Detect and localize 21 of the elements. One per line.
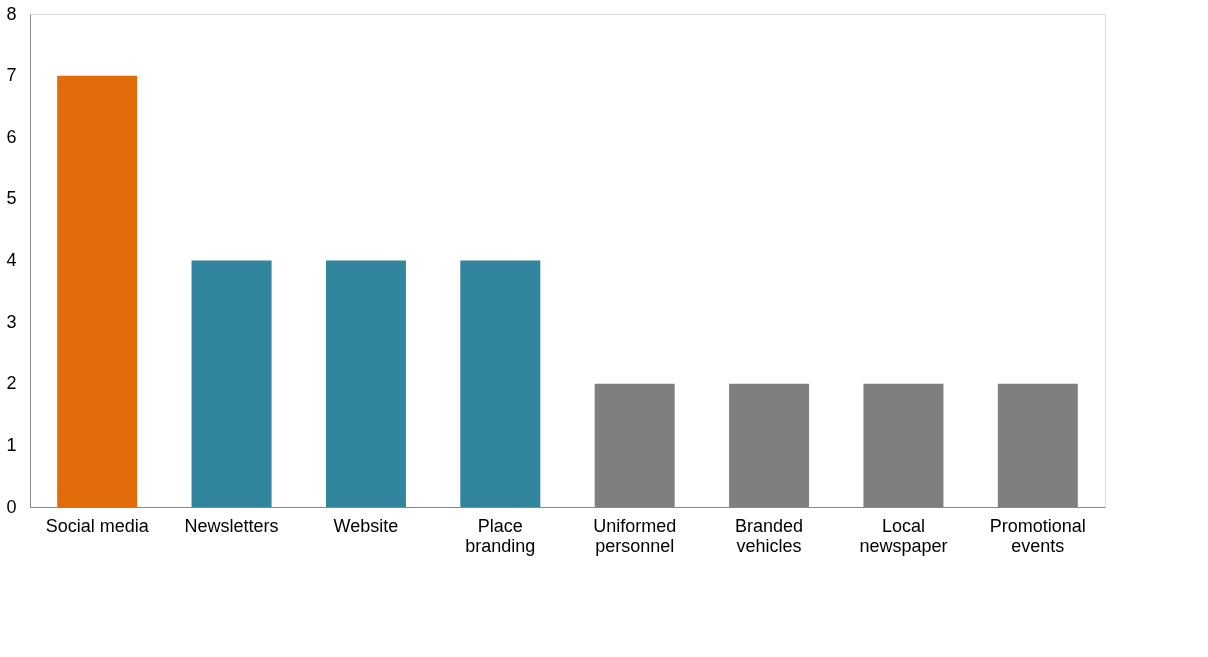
x-tick-label: Uniformed personnel [593, 515, 677, 556]
y-tick-label: 1 [6, 434, 17, 455]
y-tick-label: 6 [6, 126, 17, 147]
bar [191, 260, 272, 507]
x-tick-label: Website [333, 515, 399, 536]
y-tick-label: 2 [6, 373, 17, 394]
x-tick-label: Promotional events [989, 515, 1086, 556]
y-tick-label: 5 [6, 188, 17, 209]
bar [325, 260, 406, 507]
x-tick-label: Local newspaper [859, 515, 948, 556]
y-tick-label: 4 [6, 250, 17, 270]
x-tick-label: Newsletters [184, 515, 279, 536]
y-tick-label: 7 [6, 65, 17, 86]
y-tick-label: 3 [6, 311, 17, 332]
x-tick-label: Branded vehicles [735, 515, 804, 556]
bar [57, 75, 138, 507]
x-tick-label: Place branding [465, 515, 536, 556]
x-tick-label: Social media [45, 515, 150, 536]
bar [460, 260, 541, 507]
y-tick-label: 8 [6, 3, 17, 24]
y-tick-label: 0 [6, 496, 17, 517]
